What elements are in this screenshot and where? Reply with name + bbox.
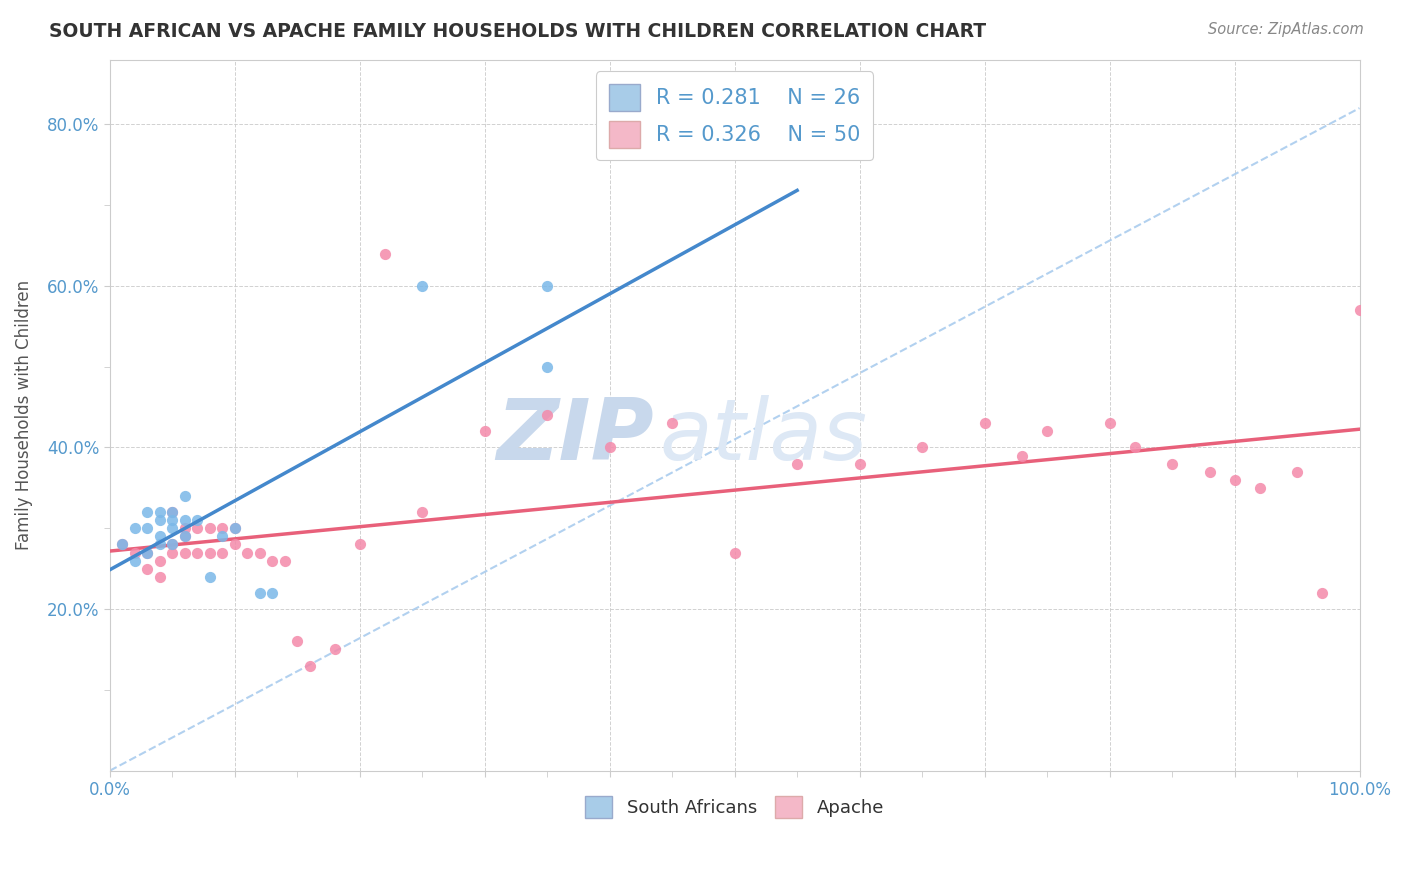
Point <box>211 521 233 535</box>
Point <box>274 553 297 567</box>
Point <box>162 505 184 519</box>
Point <box>323 642 346 657</box>
Point <box>1310 586 1333 600</box>
Point <box>162 513 184 527</box>
Point <box>536 278 558 293</box>
Point <box>124 553 146 567</box>
Point <box>211 529 233 543</box>
Point <box>224 521 246 535</box>
Point <box>162 505 184 519</box>
Point <box>1011 449 1033 463</box>
Point <box>911 441 934 455</box>
Point <box>162 545 184 559</box>
Point <box>374 246 396 260</box>
Point <box>198 570 221 584</box>
Point <box>186 545 208 559</box>
Point <box>536 408 558 422</box>
Text: Source: ZipAtlas.com: Source: ZipAtlas.com <box>1208 22 1364 37</box>
Text: SOUTH AFRICAN VS APACHE FAMILY HOUSEHOLDS WITH CHILDREN CORRELATION CHART: SOUTH AFRICAN VS APACHE FAMILY HOUSEHOLD… <box>49 22 987 41</box>
Point <box>724 545 747 559</box>
Point <box>411 278 433 293</box>
Point <box>124 545 146 559</box>
Point <box>1161 457 1184 471</box>
Point <box>173 529 195 543</box>
Point <box>262 553 284 567</box>
Point <box>349 537 371 551</box>
Point <box>136 562 159 576</box>
Point <box>1098 416 1121 430</box>
Point <box>1036 425 1059 439</box>
Point <box>599 441 621 455</box>
Point <box>136 545 159 559</box>
Point <box>173 489 195 503</box>
Point <box>162 537 184 551</box>
Point <box>149 537 172 551</box>
Point <box>173 529 195 543</box>
Point <box>1285 465 1308 479</box>
Legend: South Africans, Apache: South Africans, Apache <box>578 789 891 826</box>
Point <box>1223 473 1246 487</box>
Point <box>198 545 221 559</box>
Point <box>186 513 208 527</box>
Text: ZIP: ZIP <box>496 395 654 478</box>
Point <box>661 416 683 430</box>
Point <box>298 658 321 673</box>
Point <box>211 545 233 559</box>
Point <box>786 457 808 471</box>
Point <box>411 505 433 519</box>
Point <box>149 513 172 527</box>
Point <box>474 425 496 439</box>
Point <box>1249 481 1271 495</box>
Point <box>111 537 134 551</box>
Point <box>173 513 195 527</box>
Point <box>149 505 172 519</box>
Point <box>1198 465 1220 479</box>
Point <box>224 521 246 535</box>
Point <box>149 529 172 543</box>
Point <box>224 537 246 551</box>
Point <box>173 521 195 535</box>
Point <box>848 457 870 471</box>
Point <box>1123 441 1146 455</box>
Point <box>249 545 271 559</box>
Point <box>973 416 995 430</box>
Y-axis label: Family Households with Children: Family Households with Children <box>15 280 32 550</box>
Point <box>111 537 134 551</box>
Point <box>162 537 184 551</box>
Point <box>236 545 259 559</box>
Point <box>1348 303 1371 318</box>
Point <box>285 634 308 648</box>
Point <box>186 521 208 535</box>
Point <box>536 359 558 374</box>
Point <box>124 521 146 535</box>
Point <box>249 586 271 600</box>
Point <box>262 586 284 600</box>
Text: atlas: atlas <box>659 395 868 478</box>
Point <box>173 545 195 559</box>
Point <box>149 553 172 567</box>
Point <box>162 521 184 535</box>
Point <box>136 521 159 535</box>
Point <box>198 521 221 535</box>
Point <box>136 505 159 519</box>
Point <box>136 545 159 559</box>
Point <box>149 570 172 584</box>
